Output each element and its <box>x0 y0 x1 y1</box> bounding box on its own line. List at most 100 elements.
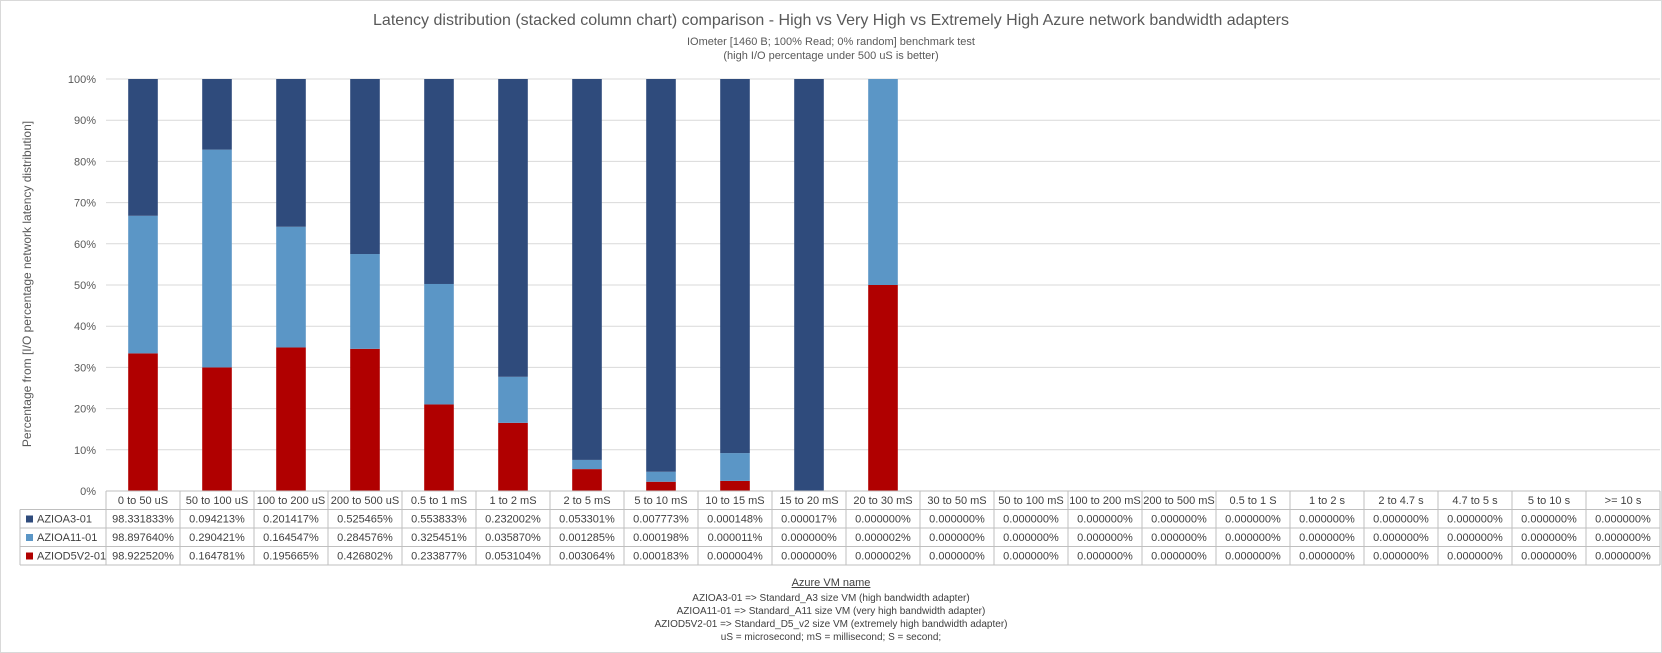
data-label: 98.922520% <box>112 551 174 563</box>
data-label: 0.001285% <box>559 532 615 544</box>
data-label: 0.553833% <box>411 514 467 526</box>
data-label: 0.284576% <box>337 532 393 544</box>
data-label: 0.290421% <box>189 532 245 544</box>
data-label: 0.094213% <box>189 514 245 526</box>
bar-segment-azioa3-01 <box>572 79 602 460</box>
bar-segment-azioa3-01 <box>720 79 750 453</box>
data-label: 0.000002% <box>855 551 911 563</box>
bar-segment-aziod5v2-01 <box>498 423 528 491</box>
x-category-label: 0.5 to 1 mS <box>411 495 467 507</box>
x-category-label: 0.5 to 1 S <box>1229 495 1276 507</box>
legend-label: AZIOA3-01 <box>37 514 92 526</box>
data-label: 0.053301% <box>559 514 615 526</box>
data-label: 0.000000% <box>1447 514 1503 526</box>
footnote-2: AZIOA11-01 => Standard_A11 size VM (very… <box>0 606 1662 617</box>
bar-segment-aziod5v2-01 <box>720 481 750 491</box>
bar-segment-azioa11-01 <box>498 377 528 423</box>
bar-segment-azioa11-01 <box>350 254 380 349</box>
x-category-label: 10 to 15 mS <box>705 495 764 507</box>
data-label: 98.897640% <box>112 532 174 544</box>
data-label: 0.201417% <box>263 514 319 526</box>
data-label: 0.000000% <box>1151 532 1207 544</box>
bar-segment-azioa11-01 <box>868 79 898 285</box>
data-label: 0.195665% <box>263 551 319 563</box>
x-category-label: 100 to 200 uS <box>257 495 326 507</box>
data-label: 0.000000% <box>1521 551 1577 563</box>
data-label: 0.000000% <box>1521 514 1577 526</box>
data-label: 0.000017% <box>781 514 837 526</box>
data-label: 0.000000% <box>1299 532 1355 544</box>
bar-segment-azioa11-01 <box>202 150 232 368</box>
x-category-label: 1 to 2 s <box>1309 495 1346 507</box>
bar-segment-azioa11-01 <box>424 284 454 404</box>
bar-segment-aziod5v2-01 <box>868 285 898 491</box>
data-label: 0.000148% <box>707 514 763 526</box>
bar-segment-azioa3-01 <box>276 79 306 227</box>
x-category-label: >= 10 s <box>1605 495 1642 507</box>
footnote-3: AZIOD5V2-01 => Standard_D5_v2 size VM (e… <box>0 619 1662 630</box>
bar-segment-aziod5v2-01 <box>128 353 158 491</box>
data-label: 0.003064% <box>559 551 615 563</box>
legend-key-azioa11-01 <box>26 534 33 541</box>
bar-segment-azioa3-01 <box>128 79 158 216</box>
data-label: 0.000000% <box>1225 532 1281 544</box>
y-tick-label: 20% <box>74 404 96 416</box>
legend-key-azioa3-01 <box>26 516 33 523</box>
x-category-label: 5 to 10 s <box>1528 495 1571 507</box>
x-category-label: 15 to 20 mS <box>779 495 838 507</box>
data-label: 0.000000% <box>781 551 837 563</box>
x-category-label: 5 to 10 mS <box>634 495 687 507</box>
data-label: 0.000000% <box>1225 551 1281 563</box>
data-label: 0.000000% <box>1447 551 1503 563</box>
data-label: 0.000000% <box>1299 551 1355 563</box>
data-label: 0.000002% <box>855 532 911 544</box>
bar-segment-azioa3-01 <box>498 79 528 377</box>
x-category-label: 1 to 2 mS <box>489 495 536 507</box>
data-label: 0.000011% <box>708 532 763 544</box>
data-label: 0.000183% <box>633 551 689 563</box>
footnote-1: AZIOA3-01 => Standard_A3 size VM (high b… <box>0 593 1662 604</box>
data-label: 0.000000% <box>855 514 911 526</box>
data-label: 0.007773% <box>633 514 689 526</box>
bar-segment-azioa11-01 <box>646 472 676 482</box>
y-tick-label: 100% <box>68 74 96 86</box>
x-category-label: 100 to 200 mS <box>1069 495 1141 507</box>
y-tick-label: 60% <box>74 239 96 251</box>
legend-key-aziod5v2-01 <box>26 553 33 560</box>
data-label: 0.000000% <box>929 514 985 526</box>
data-label: 0.000000% <box>1595 551 1651 563</box>
footnote-4: uS = microsecond; mS = millisecond; S = … <box>0 632 1662 643</box>
x-category-label: 200 to 500 mS <box>1143 495 1215 507</box>
data-label: 0.000000% <box>1225 514 1281 526</box>
data-label: 0.232002% <box>485 514 541 526</box>
y-tick-label: 80% <box>74 156 96 168</box>
y-tick-label: 90% <box>74 115 96 127</box>
bar-segment-aziod5v2-01 <box>202 367 232 491</box>
data-label: 0.000000% <box>1299 514 1355 526</box>
data-label: 0.325451% <box>411 532 467 544</box>
data-label: 0.000000% <box>1077 532 1133 544</box>
data-label: 0.000000% <box>1151 551 1207 563</box>
y-tick-label: 30% <box>74 362 96 374</box>
x-category-label: 200 to 500 uS <box>331 495 400 507</box>
data-label: 0.000000% <box>929 532 985 544</box>
data-label: 0.233877% <box>411 551 467 563</box>
data-label: 0.000000% <box>1003 551 1059 563</box>
data-label: 0.000000% <box>1373 532 1429 544</box>
data-label: 0.000000% <box>1373 551 1429 563</box>
bar-segment-aziod5v2-01 <box>350 349 380 491</box>
bar-segment-azioa11-01 <box>720 453 750 481</box>
data-label: 0.000000% <box>781 532 837 544</box>
data-label: 98.331833% <box>112 514 174 526</box>
data-label: 0.000000% <box>1003 514 1059 526</box>
bar-segment-azioa3-01 <box>424 79 454 284</box>
bar-segment-azioa11-01 <box>276 227 306 348</box>
bar-segment-aziod5v2-01 <box>276 347 306 491</box>
bar-segment-aziod5v2-01 <box>424 404 454 491</box>
data-label: 0.000000% <box>1003 532 1059 544</box>
data-label: 0.000000% <box>1077 551 1133 563</box>
bar-segment-aziod5v2-01 <box>646 482 676 491</box>
data-label: 0.426802% <box>337 551 393 563</box>
legend-label: AZIOD5V2-01 <box>37 551 106 563</box>
bar-segment-azioa3-01 <box>794 79 824 491</box>
